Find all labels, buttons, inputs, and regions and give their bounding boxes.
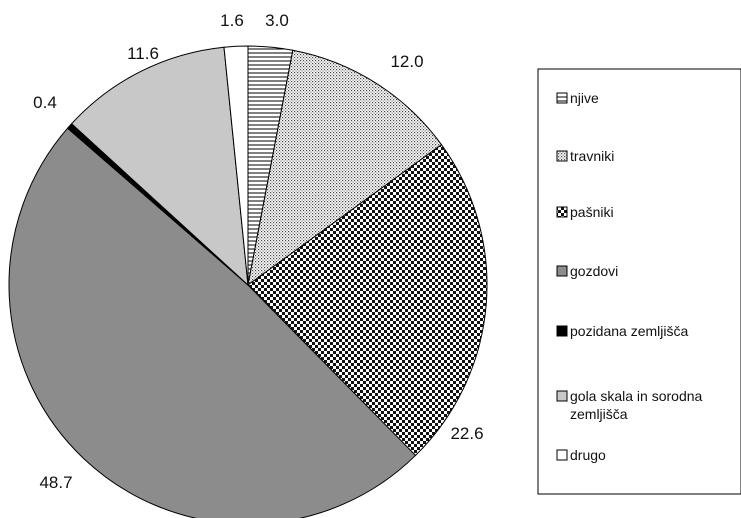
legend-swatch-pozidana — [556, 325, 568, 337]
legend-swatch-gola_skala — [556, 390, 568, 402]
data-label-travniki: 12.0 — [390, 52, 423, 71]
legend-swatch-pasniki — [556, 206, 568, 218]
legend: njive travniki pašniki gozdovi pozidana zeml… — [556, 90, 703, 463]
legend-label-njive: njive — [570, 90, 599, 106]
legend-label-gozdovi: gozdovi — [570, 263, 618, 279]
pie-data-labels: 3.0 12.0 22.6 48.7 0.4 11.6 1.6 — [33, 11, 483, 492]
data-label-gozdovi: 48.7 — [39, 473, 72, 492]
legend-label-pasniki: pašniki — [570, 204, 614, 220]
data-label-pozidana: 0.4 — [33, 93, 57, 112]
legend-label-gola_skala: gola skala in sorodna zemljišča — [570, 388, 703, 422]
data-label-pasniki: 22.6 — [450, 424, 483, 443]
legend-swatch-gozdovi — [556, 265, 568, 277]
legend-swatch-drugo — [556, 449, 568, 461]
data-label-njive: 3.0 — [265, 11, 289, 30]
data-label-drugo: 1.6 — [220, 11, 244, 30]
legend-swatch-njive — [556, 92, 568, 104]
legend-swatch-travniki — [556, 150, 568, 162]
data-label-gola_skala: 11.6 — [127, 44, 159, 63]
legend-label-travniki: travniki — [570, 148, 614, 164]
pie-slices — [8, 45, 488, 518]
pie-slice-travniki — [247, 49, 443, 287]
pie-slice-pasniki — [247, 144, 488, 457]
pie-slice-drugo — [223, 45, 249, 286]
legend-label-drugo: drugo — [570, 447, 606, 463]
pie-slice-gozdovi — [8, 127, 417, 518]
legend-box — [537, 68, 741, 495]
pie-slice-gola_skala — [70, 46, 249, 287]
legend-label-pozidana: pozidana zemljišča — [570, 323, 688, 339]
